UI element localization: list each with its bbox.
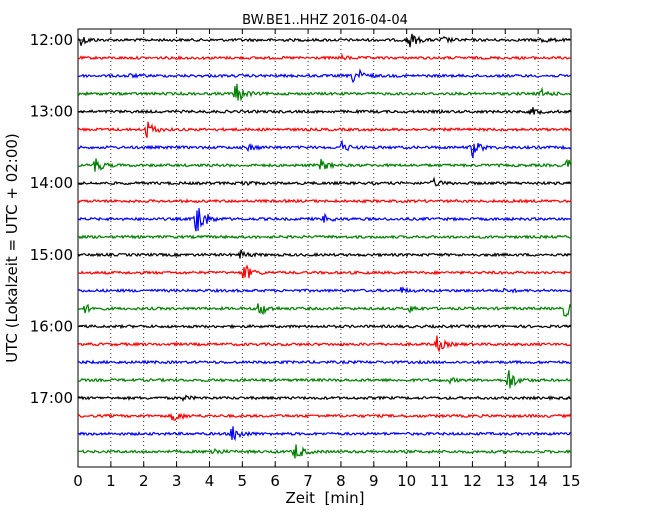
y-tick-label: 13:00 bbox=[30, 103, 73, 121]
y-axis: 12:00 13:00 14:00 15:00 16:00 17:00 bbox=[30, 31, 571, 407]
seismic-trace bbox=[77, 207, 572, 232]
x-axis: 0 1 2 3 4 5 6 7 8 9 10 11 12 13 14 15 bbox=[73, 29, 581, 490]
x-tick-label: 4 bbox=[205, 472, 215, 490]
y-tick-label: 16:00 bbox=[30, 317, 73, 335]
x-tick-label: 10 bbox=[397, 472, 416, 490]
seismic-trace bbox=[77, 176, 572, 187]
seismic-trace bbox=[77, 139, 572, 159]
x-tick-label: 9 bbox=[369, 472, 379, 490]
seismic-trace bbox=[77, 394, 572, 403]
seismic-trace bbox=[77, 359, 572, 365]
x-tick-label: 15 bbox=[561, 472, 580, 490]
seismic-trace bbox=[77, 264, 572, 279]
x-axis-label: Zeit [min] bbox=[285, 489, 364, 507]
traces bbox=[77, 33, 572, 459]
seismic-trace bbox=[77, 249, 572, 259]
x-tick-label: 5 bbox=[238, 472, 248, 490]
y-tick-label: 15:00 bbox=[30, 246, 73, 264]
seismic-trace bbox=[77, 198, 572, 204]
x-tick-label: 2 bbox=[139, 472, 149, 490]
seismic-trace bbox=[77, 33, 572, 48]
seismic-trace bbox=[77, 286, 572, 294]
grid bbox=[110, 29, 539, 467]
y-tick-label: 14:00 bbox=[30, 174, 73, 192]
seismic-trace bbox=[77, 68, 572, 84]
seismic-trace bbox=[77, 444, 572, 459]
seismic-trace bbox=[77, 370, 572, 389]
x-tick-label: 7 bbox=[303, 472, 313, 490]
seismic-trace bbox=[77, 158, 572, 172]
x-tick-label: 3 bbox=[172, 472, 182, 490]
x-tick-label: 13 bbox=[496, 472, 515, 490]
x-tick-label: 12 bbox=[463, 472, 482, 490]
seismic-trace bbox=[77, 426, 572, 442]
x-tick-label: 0 bbox=[73, 472, 83, 490]
seismic-trace bbox=[77, 303, 572, 318]
seismic-trace bbox=[77, 121, 572, 138]
seismic-trace bbox=[77, 335, 572, 353]
chart-title: BW.BE1..HHZ 2016-04-04 bbox=[242, 13, 408, 28]
seismic-trace bbox=[77, 234, 572, 240]
seismic-trace bbox=[77, 83, 572, 102]
x-tick-label: 11 bbox=[430, 472, 449, 490]
seismic-trace bbox=[77, 412, 572, 421]
y-tick-label: 17:00 bbox=[30, 389, 73, 407]
seismic-trace bbox=[77, 107, 572, 116]
y-axis-label: UTC (Lokalzeit = UTC + 02:00) bbox=[3, 133, 21, 363]
x-tick-label: 8 bbox=[336, 472, 346, 490]
y-tick-label: 12:00 bbox=[30, 31, 73, 49]
plot-frame bbox=[77, 28, 572, 468]
x-tick-label: 14 bbox=[529, 472, 548, 490]
seismic-trace bbox=[77, 323, 572, 330]
seismic-trace bbox=[77, 53, 572, 61]
x-tick-label: 6 bbox=[270, 472, 280, 490]
x-tick-label: 1 bbox=[106, 472, 116, 490]
